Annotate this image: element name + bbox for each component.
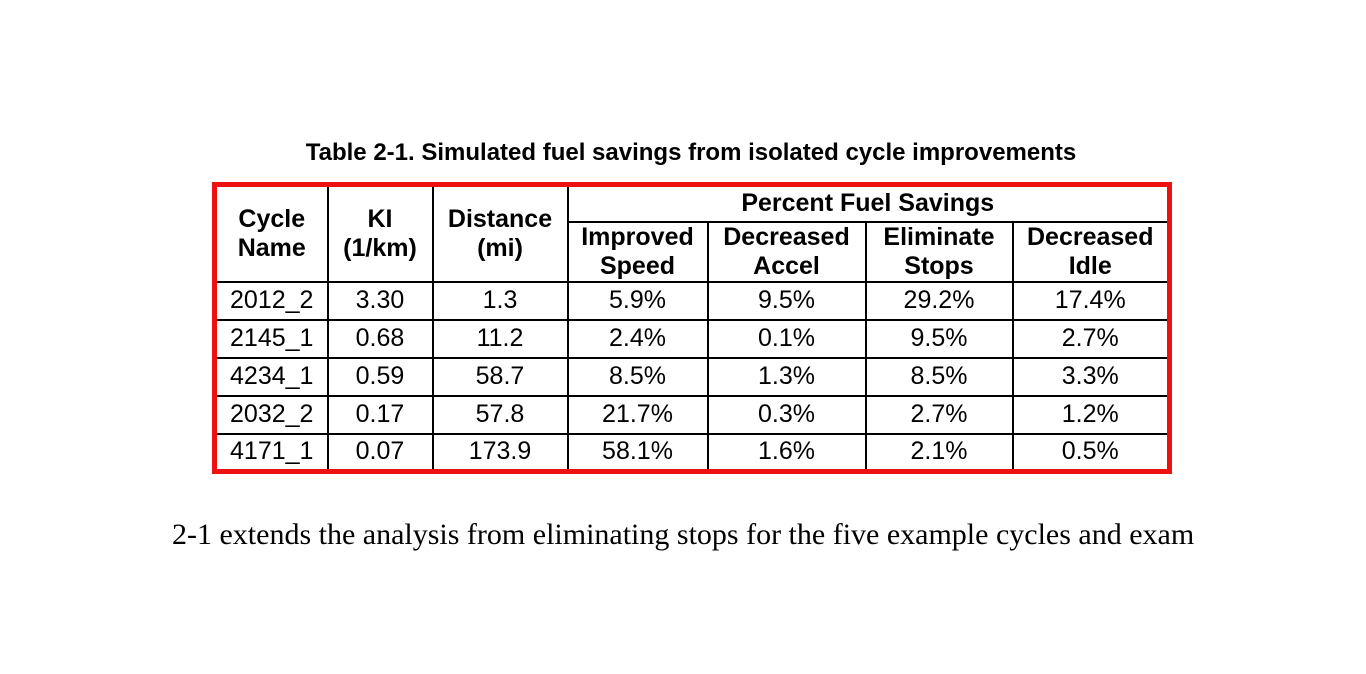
cell-decreased-idle: 0.5% — [1011, 432, 1171, 473]
cell-decreased-idle: 3.3% — [1011, 356, 1171, 397]
header-row-group: Cycle Name KI (1/km) Distance (mi) Perce… — [213, 183, 1171, 283]
cell-ki: 3.30 — [326, 280, 434, 321]
col-header-cycle-name: Cycle Name — [213, 183, 329, 283]
table-row: 2032_2 0.17 57.8 21.7% 0.3% 2.7% 1.2% — [213, 394, 1171, 435]
cell-decreased-accel: 1.6% — [706, 432, 867, 473]
cell-eliminate-stops: 2.1% — [864, 432, 1014, 473]
cell-ki: 0.59 — [326, 356, 434, 397]
cell-improved-speed: 8.5% — [566, 356, 709, 397]
table-row: 2012_2 3.30 1.3 5.9% 9.5% 29.2% 17.4% — [213, 280, 1171, 321]
col-header-ki: KI (1/km) — [326, 183, 434, 283]
cell-distance: 57.8 — [431, 394, 569, 435]
col-header-decreased-accel: Decreased Accel — [706, 220, 867, 283]
table-caption: Table 2-1. Simulated fuel savings from i… — [305, 139, 1077, 166]
cell-decreased-accel: 0.1% — [706, 318, 867, 359]
cell-eliminate-stops: 2.7% — [864, 394, 1014, 435]
table-row: 2145_1 0.68 11.2 2.4% 0.1% 9.5% 2.7% — [213, 318, 1171, 359]
cell-distance: 1.3 — [431, 280, 569, 321]
col-header-decreased-idle: Decreased Idle — [1011, 220, 1171, 283]
cell-decreased-idle: 2.7% — [1011, 318, 1171, 359]
cell-distance: 58.7 — [431, 356, 569, 397]
cell-ki: 0.68 — [326, 318, 434, 359]
cell-improved-speed: 58.1% — [566, 432, 709, 473]
col-header-eliminate-stops: Eliminate Stops — [864, 220, 1014, 283]
cell-eliminate-stops: 8.5% — [864, 356, 1014, 397]
cell-cycle-name: 2145_1 — [213, 318, 329, 359]
cell-eliminate-stops: 29.2% — [864, 280, 1014, 321]
header-row-sub: Improved Speed Decreased Accel Eliminate… — [215, 220, 1171, 283]
cell-decreased-idle: 1.2% — [1011, 394, 1171, 435]
cell-cycle-name: 2032_2 — [213, 394, 329, 435]
col-group-header-percent-fuel-savings: Percent Fuel Savings — [566, 183, 1171, 223]
body-paragraph: 2-1 extends the analysis from eliminatin… — [172, 518, 1195, 551]
cell-cycle-name: 4234_1 — [213, 356, 329, 397]
cell-decreased-accel: 0.3% — [706, 394, 867, 435]
col-header-distance: Distance (mi) — [431, 183, 569, 283]
cell-improved-speed: 21.7% — [566, 394, 709, 435]
cell-decreased-accel: 9.5% — [706, 280, 867, 321]
cell-distance: 11.2 — [431, 318, 569, 359]
cell-eliminate-stops: 9.5% — [864, 318, 1014, 359]
cell-cycle-name: 2012_2 — [213, 280, 329, 321]
cell-improved-speed: 2.4% — [566, 318, 709, 359]
cell-decreased-accel: 1.3% — [706, 356, 867, 397]
cell-decreased-idle: 17.4% — [1011, 280, 1171, 321]
cell-improved-speed: 5.9% — [566, 280, 709, 321]
cell-ki: 0.07 — [326, 432, 434, 473]
table-row: 4234_1 0.59 58.7 8.5% 1.3% 8.5% 3.3% — [213, 356, 1171, 397]
cell-cycle-name: 4171_1 — [213, 432, 329, 473]
cell-ki: 0.17 — [326, 394, 434, 435]
fuel-savings-table: Cycle Name KI (1/km) Distance (mi) Perce… — [212, 182, 1172, 474]
table-row: 4171_1 0.07 173.9 58.1% 1.6% 2.1% 0.5% — [213, 432, 1171, 473]
cell-distance: 173.9 — [431, 432, 569, 473]
col-header-improved-speed: Improved Speed — [566, 220, 709, 283]
